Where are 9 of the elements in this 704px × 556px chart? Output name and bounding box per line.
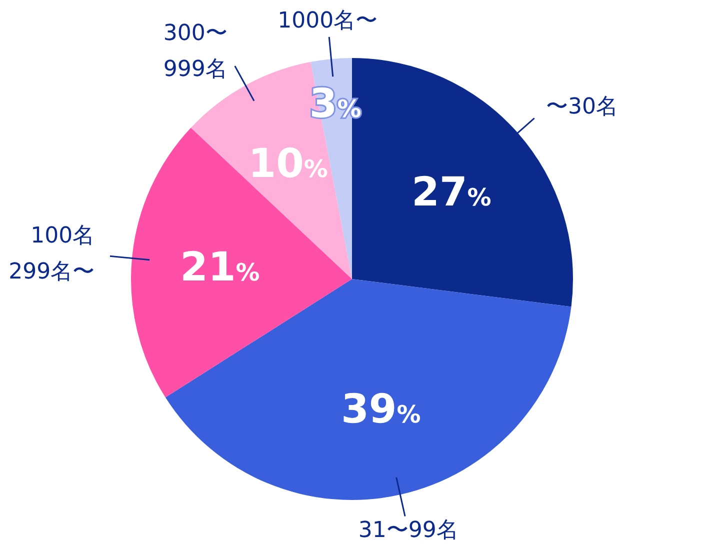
slice-label: 100名 299名〜: [8, 223, 95, 284]
slice-label: 300〜 999名: [163, 21, 228, 82]
data-label: 21%: [180, 244, 260, 291]
slice-label: 〜30名: [546, 94, 618, 120]
data-label: 10%: [248, 140, 328, 187]
slice-label: 31〜99名: [358, 518, 458, 544]
slice-label: 1000名〜: [278, 8, 378, 34]
data-label: 39%: [341, 386, 421, 432]
data-label: 27%: [412, 169, 492, 216]
